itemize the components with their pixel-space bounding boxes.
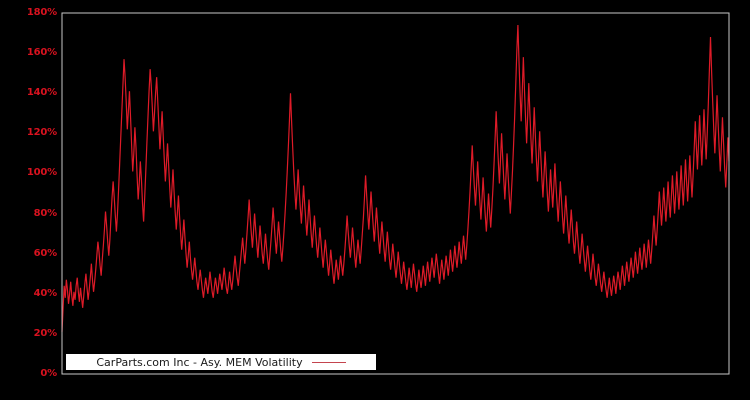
y-axis-tick-40pct: 40%: [33, 287, 58, 299]
y-axis-tick-80pct: 80%: [33, 207, 58, 219]
y-axis-tick-0pct: 0%: [40, 368, 57, 379]
chart-legend[interactable]: CarParts.com Inc - Asy. MEM Volatility: [66, 354, 376, 370]
legend-label: CarParts.com Inc - Asy. MEM Volatility: [96, 355, 303, 369]
y-axis-tick-120pct: 120%: [26, 127, 57, 139]
volatility-series-line: [61, 25, 730, 332]
y-axis-tick-180pct: 180%: [26, 7, 57, 18]
y-axis-tick-labels: 0% 20% 40% 60% 80% 100% 120% 140% 160% 180%: [0, 0, 57, 400]
y-axis-tick-20pct: 20%: [33, 327, 58, 339]
y-axis-tick-160pct: 160%: [26, 47, 57, 59]
y-axis-tick-100pct: 100%: [26, 167, 57, 179]
y-axis-tick-60pct: 60%: [33, 247, 58, 259]
y-axis-tick-140pct: 140%: [26, 87, 57, 99]
plot-background: [62, 13, 729, 374]
legend-line-swatch: [311, 361, 346, 363]
plot-border: [61, 12, 730, 375]
